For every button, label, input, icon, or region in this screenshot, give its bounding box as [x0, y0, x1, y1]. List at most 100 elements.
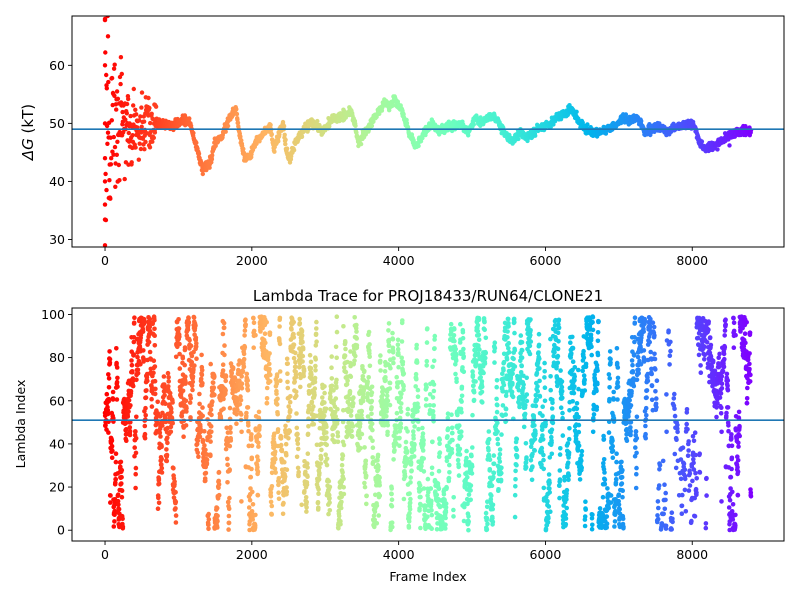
lambda-point — [251, 345, 256, 351]
lambda-point — [457, 452, 463, 457]
lambda-point — [423, 403, 429, 408]
lambda-point — [430, 395, 436, 400]
lambda-point — [274, 402, 280, 407]
delta-g-point — [112, 144, 118, 150]
lambda-point — [347, 424, 352, 430]
lambda-point — [229, 371, 234, 376]
lambda-point — [482, 327, 488, 333]
lambda-point — [357, 435, 363, 441]
lambda-point — [208, 439, 213, 444]
lambda-point — [298, 384, 303, 390]
lambda-point — [492, 360, 497, 365]
lambda-point — [269, 470, 275, 476]
delta-g-point — [138, 146, 144, 152]
lambda-point — [272, 449, 278, 455]
lambda-point — [183, 398, 189, 404]
lambda-point — [425, 326, 430, 331]
delta-g-point — [533, 133, 538, 138]
lambda-point — [118, 459, 124, 465]
lambda-point — [443, 505, 449, 510]
lambda-point — [276, 479, 282, 484]
lambda-point — [449, 425, 455, 431]
lambda-point — [239, 374, 244, 379]
lambda-point — [482, 319, 487, 325]
lambda-point — [128, 419, 133, 425]
lambda-point — [189, 383, 195, 389]
lambda-point — [494, 396, 499, 402]
lambda-point — [273, 470, 278, 475]
lambda-point — [287, 399, 293, 405]
lambda-point — [311, 404, 316, 409]
lambda-point — [197, 434, 203, 440]
lambda-point — [360, 374, 366, 379]
lambda-point — [209, 412, 214, 418]
lambda-point — [425, 514, 430, 519]
lambda-point — [161, 388, 167, 394]
lambda-point — [443, 515, 448, 521]
lambda-point — [491, 474, 496, 480]
delta-g-point — [153, 104, 159, 109]
lambda-point — [335, 433, 341, 439]
delta-g-point — [133, 107, 138, 113]
lambda-point — [277, 315, 283, 321]
delta-g-point — [118, 81, 123, 87]
lambda-point — [466, 514, 471, 519]
lambda-point — [495, 429, 500, 434]
lambda-point — [324, 430, 329, 435]
lambda-point — [449, 447, 455, 452]
lambda-point — [443, 526, 448, 531]
lambda-point — [288, 394, 293, 399]
lambda-point — [385, 422, 391, 428]
lambda-point — [296, 469, 302, 475]
lambda-point — [267, 361, 272, 367]
lambda-point — [385, 429, 390, 435]
lambda-point — [434, 527, 440, 532]
lambda-point — [228, 424, 233, 430]
lambda-point — [408, 460, 414, 466]
lambda-point — [224, 436, 230, 442]
lambda-point — [420, 425, 425, 431]
lambda-point — [348, 408, 354, 414]
lambda-points — [102, 314, 754, 533]
lambda-point — [505, 316, 511, 322]
lambda-point — [281, 500, 286, 506]
lambda-point — [188, 395, 194, 401]
lambda-point — [224, 425, 229, 431]
lambda-point — [484, 515, 490, 521]
delta-g-point — [111, 152, 116, 157]
delta-g-point — [102, 179, 108, 184]
lambda-point — [329, 376, 335, 381]
lambda-point — [307, 352, 313, 358]
lambda-point — [294, 393, 299, 399]
delta-g-point — [142, 147, 147, 152]
lambda-point — [242, 344, 248, 350]
lambda-point — [195, 438, 201, 444]
delta-g-y-axis-unit: (kT) — [19, 104, 37, 134]
lambda-point — [495, 441, 501, 447]
lambda-point — [274, 381, 280, 387]
lambda-point — [447, 470, 452, 475]
lambda-point — [159, 470, 165, 475]
lambda-point — [375, 458, 380, 463]
lambda-point — [268, 499, 274, 505]
lambda-point — [432, 337, 437, 342]
lambda-point — [357, 421, 363, 427]
lambda-point — [437, 437, 443, 443]
lambda-point — [350, 424, 356, 429]
lambda-point — [303, 469, 308, 475]
lambda-point — [453, 358, 459, 364]
lambda-point — [389, 520, 395, 525]
lambda-point — [488, 496, 494, 502]
delta-g-point — [281, 124, 287, 129]
lambda-point — [299, 333, 305, 338]
lambda-point — [198, 429, 203, 435]
lambda-point — [106, 385, 112, 390]
delta-g-point — [102, 63, 108, 68]
lambda-point — [378, 368, 383, 373]
lambda-point — [361, 387, 367, 392]
delta-g-point — [289, 154, 294, 159]
delta-g-point — [727, 143, 732, 148]
lambda-point — [359, 412, 364, 418]
lambda-point — [503, 393, 509, 399]
lambda-point — [157, 430, 163, 436]
